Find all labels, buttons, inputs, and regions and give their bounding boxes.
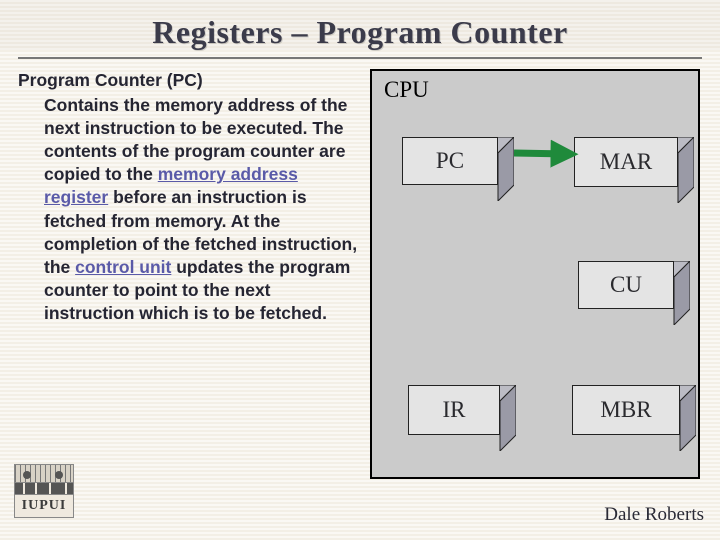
cpu-diagram: CPU PC MAR CU IR MBR — [370, 69, 700, 479]
page-title: Registers – Program Counter — [18, 14, 702, 51]
block-label-pc: PC — [402, 137, 498, 185]
diagram-column: CPU PC MAR CU IR MBR — [370, 69, 702, 479]
block-ir: IR — [408, 385, 500, 435]
block-label-mbr: MBR — [572, 385, 680, 435]
block-label-ir: IR — [408, 385, 500, 435]
slide: Registers – Program Counter Program Coun… — [0, 0, 720, 540]
content-row: Program Counter (PC) Contains the memory… — [18, 69, 702, 479]
title-divider — [18, 57, 702, 59]
body-text: Contains the memory address of the next … — [18, 94, 358, 325]
subtitle: Program Counter (PC) — [18, 69, 358, 92]
block-pc: PC — [402, 137, 498, 185]
iupui-logo: IUPUI — [14, 464, 74, 518]
block-label-cu: CU — [578, 261, 674, 309]
logo-sky — [15, 465, 73, 483]
block-mar: MAR — [574, 137, 678, 187]
block-cu: CU — [578, 261, 674, 309]
logo-buildings — [15, 483, 73, 495]
text-column: Program Counter (PC) Contains the memory… — [18, 69, 358, 479]
cpu-label: CPU — [384, 77, 429, 103]
logo-text: IUPUI — [15, 495, 73, 517]
inline-link[interactable]: control unit — [75, 257, 171, 277]
author-name: Dale Roberts — [604, 504, 704, 526]
block-label-mar: MAR — [574, 137, 678, 187]
block-mbr: MBR — [572, 385, 680, 435]
